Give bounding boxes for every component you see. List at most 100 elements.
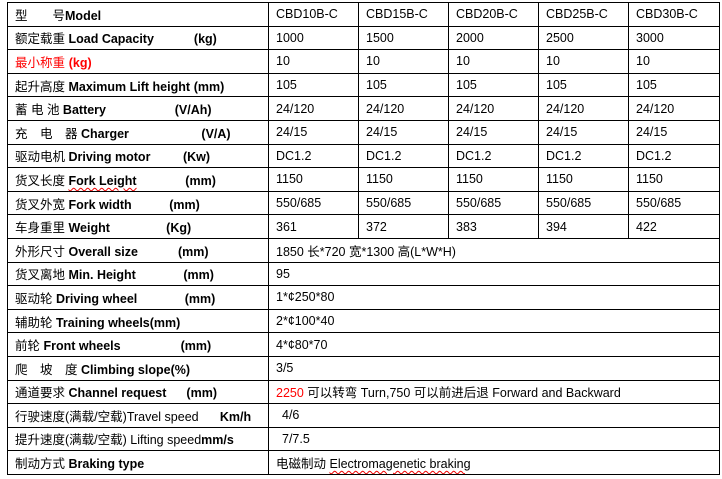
- spec-label: 货叉离地 Min. Height (mm): [7, 261, 269, 287]
- spec-row: 爬 坡 度 Climbing slope(%) 3/5: [7, 355, 720, 381]
- label-en: Model: [65, 8, 102, 23]
- label-en: Battery: [62, 103, 106, 118]
- label-cn: 外形尺寸: [15, 244, 69, 259]
- label-unit: (mm): [184, 291, 216, 306]
- label-cn: 最小称重: [15, 55, 66, 70]
- spec-value: 361: [268, 214, 359, 239]
- spec-value: 1150: [538, 167, 629, 192]
- spec-value: 550/685: [448, 190, 539, 216]
- spec-value: 2500: [538, 25, 629, 51]
- label-cn: 额定载重: [15, 32, 69, 47]
- value-text: 7/7.5: [282, 431, 310, 446]
- spec-value: 10: [358, 49, 449, 74]
- value-text: 95: [276, 266, 290, 281]
- spec-row: 驱动轮 Driving wheel (mm) 1*¢250*80: [7, 285, 720, 310]
- spec-row: 行驶速度(满载/空载)Travel speed Km/h 4/6: [7, 403, 720, 428]
- label-cn: 辅助轮: [15, 315, 56, 330]
- spec-row: 辅助轮 Training wheels(mm) 2*¢100*40: [7, 308, 720, 334]
- label-unit: Km/h: [219, 409, 252, 424]
- label-cn: 货叉外宽: [15, 197, 69, 212]
- spec-label: 蓄 电 池 Battery (V/Ah): [7, 96, 269, 121]
- label-en: Maximum Lift height: [68, 79, 191, 94]
- label-en: Braking type: [68, 457, 145, 472]
- label-en: Front wheels: [43, 339, 121, 354]
- label-en: Weight: [68, 221, 110, 236]
- spec-value: 24/15: [268, 119, 359, 145]
- spec-label: 前轮 Front wheels (mm): [7, 332, 269, 357]
- label-unit: (mm): [183, 268, 214, 283]
- spec-row: 最小称重 (kg) 10 10 10 10 10: [7, 49, 720, 74]
- model-cell: CBD10B-C: [268, 2, 359, 27]
- spec-value: 3000: [628, 25, 720, 51]
- label-unit: (mm): [149, 315, 181, 330]
- label-en: Fork width: [68, 197, 132, 212]
- spec-value: 1850 长*720 宽*1300 高(L*W*H): [268, 237, 720, 263]
- spec-row: 驱动电机 Driving motor (Kw) DC1.2 DC1.2 DC1.2 DC1…: [7, 143, 720, 169]
- spec-label: 货叉长度 Fork Leight (mm): [7, 167, 269, 192]
- spec-label: 爬 坡 度 Climbing slope(%): [7, 355, 269, 381]
- spec-value: 3/5: [268, 355, 720, 381]
- label-cn: 行驶速度(满载/空载): [15, 409, 127, 424]
- spec-value: 105: [628, 72, 720, 98]
- spec-value: 1500: [358, 25, 449, 51]
- model-cell: CBD30B-C: [628, 2, 720, 27]
- spec-value: 24/15: [448, 119, 539, 145]
- spec-label: 外形尺寸 Overall size (mm): [7, 237, 269, 263]
- value-cn: 电磁制动: [276, 457, 330, 472]
- label-unit: (Kg): [166, 221, 192, 236]
- spec-label: 车身重里 Weight (Kg): [7, 214, 269, 239]
- spec-value: 105: [448, 72, 539, 98]
- spec-value: 24/120: [448, 96, 539, 121]
- label-en: Fork Leight: [68, 173, 137, 188]
- spec-value: DC1.2: [538, 143, 629, 169]
- spec-label: 制动方式 Braking type: [7, 450, 269, 475]
- spec-value: 1150: [358, 167, 449, 192]
- spec-value: 394: [538, 214, 629, 239]
- spec-value: 24/120: [358, 96, 449, 121]
- label-en: Overall size: [68, 244, 138, 259]
- label-unit: (mm): [185, 173, 216, 188]
- spec-label: 辅助轮 Training wheels(mm): [7, 308, 269, 334]
- spec-row: 货叉长度 Fork Leight (mm) 1150 1150 1150 1150 1150: [7, 167, 720, 192]
- model-cell: CBD15B-C: [358, 2, 449, 27]
- label-unit: (mm): [186, 386, 217, 401]
- spec-label: 额定载重 Load Capacity (kg): [7, 25, 269, 51]
- label-en: Lifting speed: [130, 433, 202, 448]
- spec-value: 105: [268, 72, 359, 98]
- label-cn: 驱动电机: [15, 150, 69, 165]
- label-cn: 驱动轮: [15, 291, 56, 306]
- spec-value: 1*¢250*80: [268, 285, 720, 310]
- label-en: Min. Height: [68, 268, 136, 283]
- spec-value: 550/685: [628, 190, 720, 216]
- label-en: Travel speed: [126, 409, 199, 424]
- spec-value: 10: [538, 49, 629, 74]
- value-text: 1850 长*720 宽*1300 高(L*W*H): [276, 244, 456, 259]
- value-text: 4*¢80*70: [276, 337, 328, 352]
- spec-value: 4/6: [268, 403, 720, 428]
- label-unit: (mm): [177, 244, 209, 259]
- spec-value: 95: [268, 261, 720, 287]
- spec-label: 货叉外宽 Fork width (mm): [7, 190, 269, 216]
- spec-value: 24/120: [628, 96, 720, 121]
- spec-row: 货叉外宽 Fork width (mm) 550/685 550/685 550/685…: [7, 190, 720, 216]
- spec-row: 货叉离地 Min. Height (mm) 95: [7, 261, 720, 287]
- label-unit: (mm): [169, 197, 200, 212]
- spec-value: 24/15: [358, 119, 449, 145]
- label-en: Charger: [80, 126, 129, 141]
- label-en: Climbing slope: [80, 362, 171, 377]
- spec-value: 550/685: [358, 190, 449, 216]
- value-text: 1*¢250*80: [276, 290, 335, 305]
- spec-value: 1150: [268, 167, 359, 192]
- model-cell: CBD20B-C: [448, 2, 539, 27]
- spec-value: 383: [448, 214, 539, 239]
- label-cn: 起升高度: [15, 79, 69, 94]
- spec-label: 最小称重 (kg): [7, 49, 269, 74]
- spec-value: 1000: [268, 25, 359, 51]
- label-unit: (kg): [193, 32, 217, 47]
- spec-value: 105: [358, 72, 449, 98]
- label-unit: (kg): [68, 55, 92, 70]
- spec-value: 4*¢80*70: [268, 332, 720, 357]
- spec-value: 105: [538, 72, 629, 98]
- spec-label: 起升高度 Maximum Lift height (mm): [7, 72, 269, 98]
- label-unit: (V/A): [201, 126, 231, 141]
